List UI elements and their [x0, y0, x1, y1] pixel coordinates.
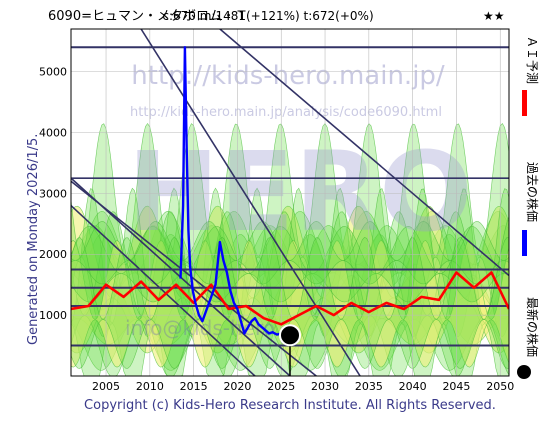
prediction-band: [71, 122, 509, 338]
x-tick-label: 2005: [92, 380, 120, 393]
trend-line: [219, 29, 509, 277]
x-tick-label: 2050: [486, 380, 514, 393]
plot-area: HERO http://kids-hero.main.jp/ http://ki…: [71, 29, 509, 376]
legend-label-latest: 最新の株価: [525, 297, 540, 357]
x-tick-label: 2030: [311, 380, 339, 393]
grid-lines: [71, 29, 509, 376]
x-tick-label: 2020: [223, 380, 251, 393]
chart-title: 6090=ヒュマン・メタボロム・Ｔ: [48, 9, 248, 24]
x-tick-label: 2025: [267, 380, 295, 393]
rating-stars: ★★: [483, 9, 505, 23]
y-tick-label: 1000: [39, 309, 67, 322]
legend-swatch-latest: [517, 365, 531, 379]
x-tick-label: 2035: [355, 380, 383, 393]
x-tick-label: 2015: [180, 380, 208, 393]
legend-label-past: 過去の株価: [525, 162, 540, 222]
y-tick-label: 2000: [39, 248, 67, 261]
series-line-ai-prediction: [71, 271, 509, 326]
y-axis-ticks: 1000 2000 3000 4000 5000: [39, 66, 67, 323]
y-tick-label: 4000: [39, 126, 67, 139]
watermark-code-url: http://kids-hero.main.jp/analysis/code60…: [130, 105, 442, 120]
legend: ＡＩ予測 過去の株価 最新の株価: [517, 36, 540, 379]
y-tick-label: 3000: [39, 187, 67, 200]
y-tick-label: 5000: [39, 66, 67, 79]
trend-line: [71, 180, 317, 376]
copyright-footer: Copyright (c) Kids-Hero Research Institu…: [84, 398, 496, 413]
horizontal-levels: [71, 46, 509, 347]
generated-label: Generated on Monday 2026/1/5.: [26, 134, 41, 345]
series-line-past-price: [179, 46, 291, 337]
prediction-bands: [71, 122, 509, 376]
x-tick-label: 2045: [442, 380, 470, 393]
trend-line: [71, 204, 256, 376]
chart-stats: c:670 m:1481(+121%) t:672(+0%): [162, 9, 373, 23]
x-axis-ticks: 2005 2010 2015 2020 2025 2030 2035 2040 2045 2050: [92, 380, 514, 393]
x-tick-label: 2040: [399, 380, 427, 393]
series-group: [71, 46, 509, 376]
legend-label-ai: ＡＩ予測: [525, 36, 539, 84]
trend-line: [140, 29, 361, 376]
legend-swatch-past: [522, 230, 527, 256]
watermark-big: HERO: [127, 128, 472, 256]
latest-price-marker: [279, 324, 301, 347]
legend-swatch-ai: [522, 90, 527, 116]
plot-frame: [70, 28, 510, 377]
x-tick-label: 2010: [136, 380, 164, 393]
